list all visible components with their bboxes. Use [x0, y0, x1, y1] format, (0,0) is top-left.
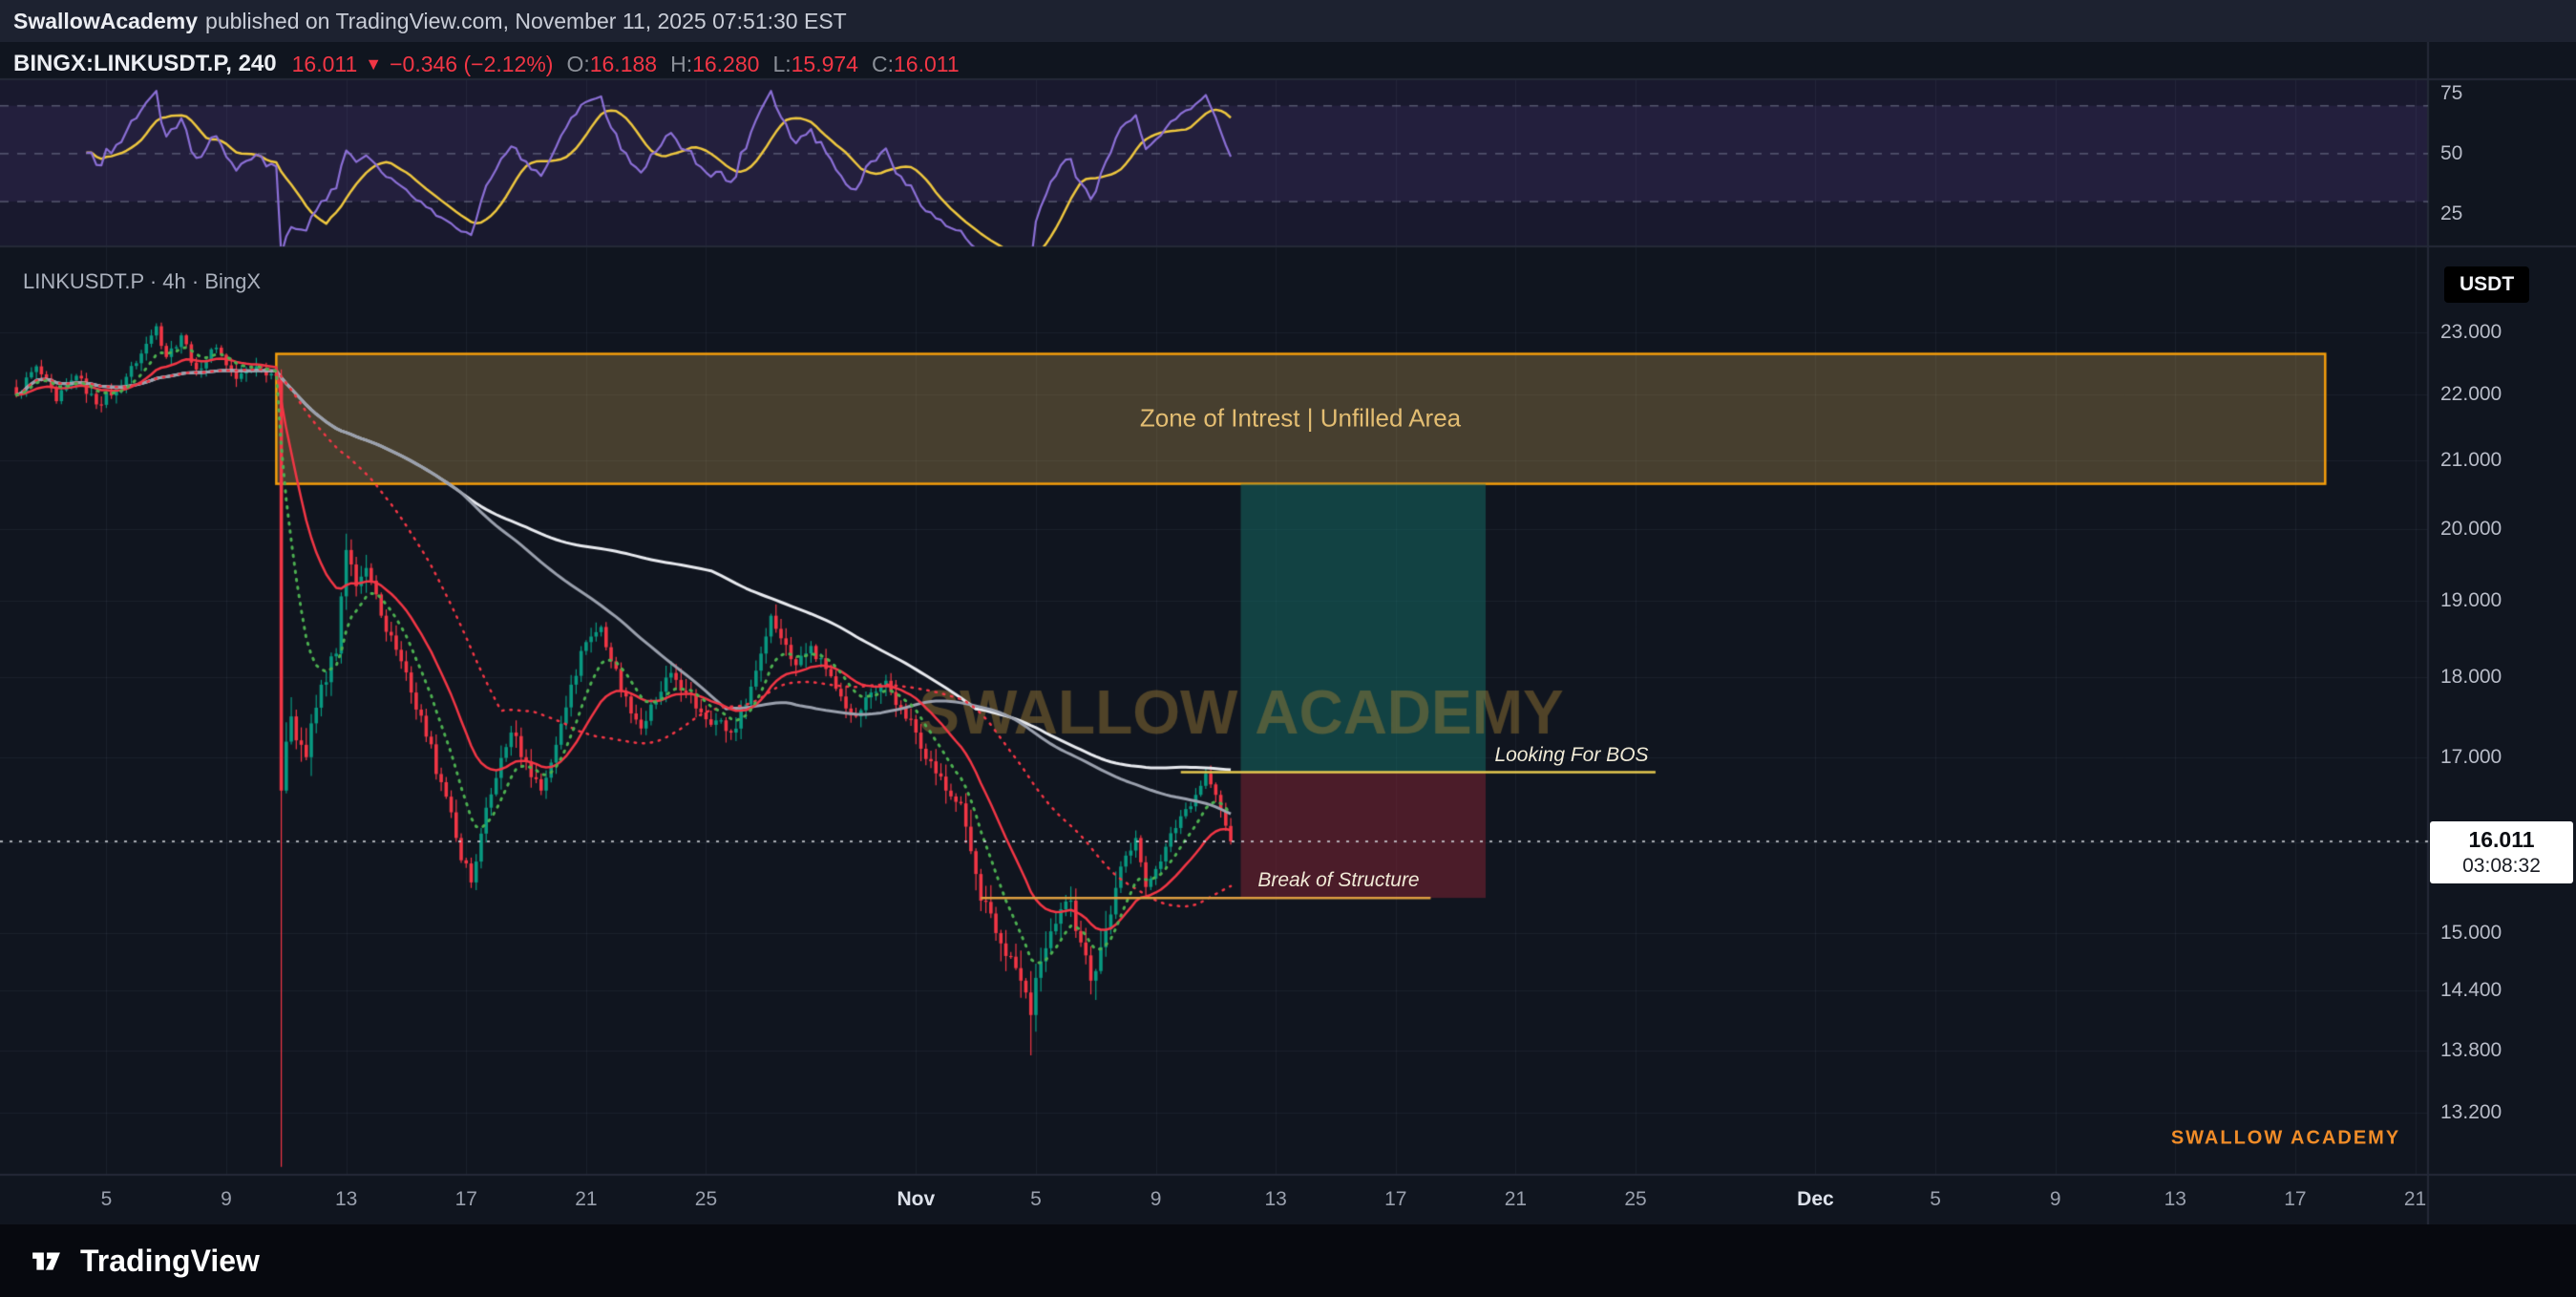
- publish-info: published on TradingView.com, November 1…: [205, 8, 847, 33]
- high-value: 16.280: [692, 51, 760, 76]
- symbol-info-bar[interactable]: BINGX:LINKUSDT.P, 240 16.011 ▼ −0.346 (−…: [13, 48, 960, 80]
- open-label: O:: [566, 51, 590, 76]
- looking-for-bos-label[interactable]: Looking For BOS: [1494, 744, 1649, 766]
- swallow-academy-branding: SWALLOW ACADEMY: [2170, 1127, 2401, 1149]
- main-pane-title[interactable]: LINKUSDT.P · 4h · BingX: [23, 269, 262, 293]
- chart-canvas[interactable]: [0, 42, 2576, 1224]
- bar-countdown: 03:08:32: [2462, 855, 2541, 877]
- close-label: C:: [871, 51, 894, 76]
- publish-bar: SwallowAcademy published on TradingView.…: [0, 0, 2576, 42]
- break-of-structure-label[interactable]: Break of Structure: [1257, 869, 1420, 891]
- tradingview-wordmark[interactable]: TradingView: [80, 1243, 260, 1278]
- current-price-value: 16.011: [2468, 827, 2535, 852]
- current-price-badge: 16.011 03:08:32: [2430, 821, 2573, 883]
- tradingview-logo-icon[interactable]: [25, 1245, 67, 1276]
- currency-toggle-badge[interactable]: USDT: [2444, 266, 2530, 303]
- open-value: 16.188: [589, 51, 658, 76]
- low-label: L:: [772, 51, 792, 76]
- change-direction-icon: ▼: [365, 53, 383, 74]
- zone-of-interest-label[interactable]: Zone of Intrest | Unfilled Area: [1139, 403, 1462, 433]
- price-change: −0.346 (−2.12%): [390, 51, 554, 76]
- last-price: 16.011: [291, 51, 358, 76]
- footer-bar: TradingView: [0, 1224, 2576, 1297]
- high-label: H:: [670, 51, 693, 76]
- publisher-name[interactable]: SwallowAcademy: [13, 8, 199, 33]
- low-value: 15.974: [791, 51, 858, 76]
- close-value: 16.011: [893, 51, 960, 76]
- symbol-title[interactable]: BINGX:LINKUSDT.P, 240: [13, 51, 277, 76]
